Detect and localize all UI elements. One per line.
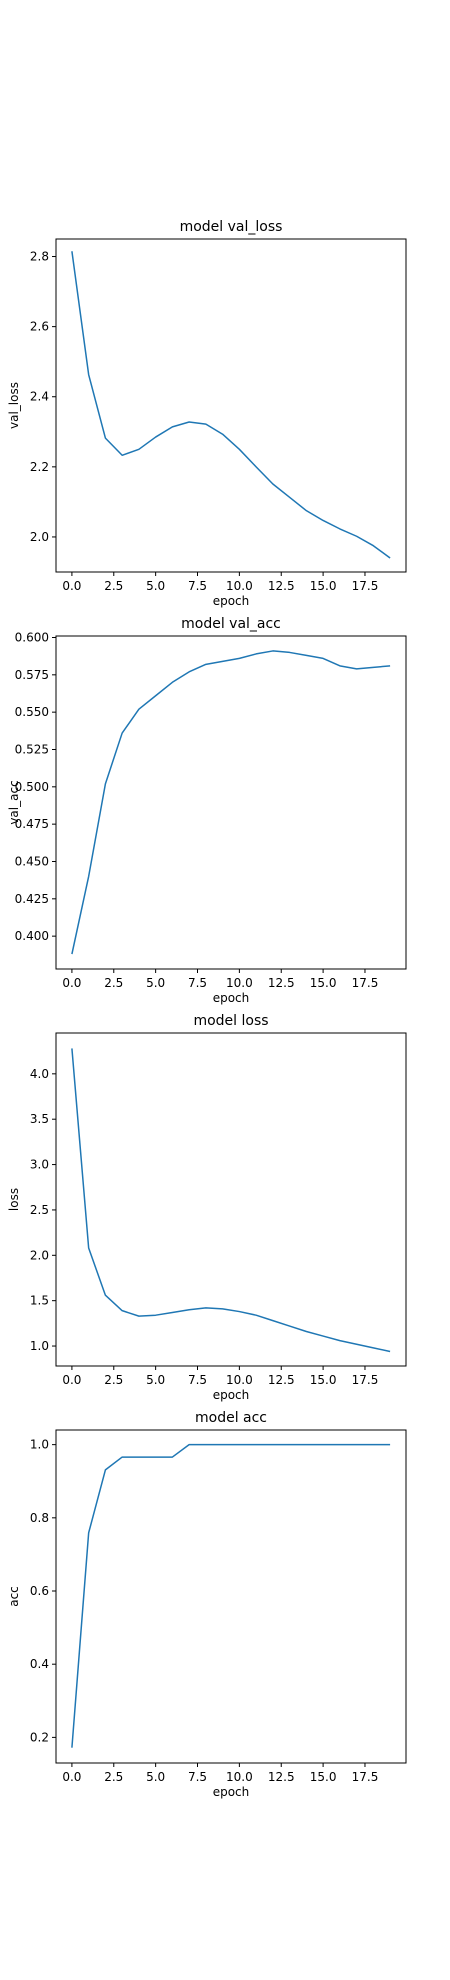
y-tick-label: 0.8	[30, 1511, 49, 1525]
y-tick-label: 0.4	[30, 1657, 49, 1671]
y-tick-label: 2.0	[30, 530, 49, 544]
y-tick-label: 1.0	[30, 1438, 49, 1452]
y-tick-label: 0.400	[15, 929, 49, 943]
y-tick-label: 1.0	[30, 1339, 49, 1353]
y-tick-label: 3.5	[30, 1112, 49, 1126]
x-tick-label: 5.0	[146, 579, 165, 593]
x-tick-label: 17.5	[352, 579, 379, 593]
x-tick-label: 10.0	[226, 976, 253, 990]
chart-4: model acc 0.0 2.5 5.0 7.5 10.0 12.5 15.0 17.5 0.2…	[7, 1410, 407, 1799]
x-tick-label: 0.0	[62, 1373, 81, 1387]
x-tick-label: 5.0	[146, 1373, 165, 1387]
x-tick-label: 17.5	[352, 1373, 379, 1387]
x-axis-label: epoch	[213, 1785, 250, 1799]
y-tick-label: 2.8	[30, 250, 49, 264]
y-tick-label: 0.575	[15, 668, 49, 682]
x-tick-label: 10.0	[226, 1373, 253, 1387]
x-tick-label: 12.5	[268, 976, 295, 990]
y-axis-label: val_loss	[7, 382, 21, 429]
x-tick-label: 2.5	[104, 976, 123, 990]
x-tick-label: 7.5	[188, 579, 207, 593]
y-tick-label: 0.6	[30, 1584, 49, 1598]
plot-frame	[55, 238, 407, 573]
y-tick-label: 2.5	[30, 1203, 49, 1217]
chart-2: model val_acc 0.0 2.5 5.0 7.5 10.0 12.5 15.0 17.…	[7, 616, 407, 1005]
y-tick-label: 4.0	[30, 1067, 49, 1081]
chart-1: model val_loss 0.0 2.5 5.0 7.5 10.0 12.5 15.0 17…	[7, 219, 407, 608]
y-tick-label: 0.550	[15, 705, 49, 719]
series-line	[71, 1443, 391, 1748]
y-tick-label: 2.4	[30, 390, 49, 404]
x-tick-label: 17.5	[352, 1770, 379, 1784]
x-tick-label: 0.0	[62, 1770, 81, 1784]
x-tick-label: 7.5	[188, 976, 207, 990]
x-tick-label: 15.0	[310, 976, 337, 990]
y-axis-label: loss	[7, 1188, 21, 1211]
y-tick-label: 0.425	[15, 892, 49, 906]
x-tick-label: 15.0	[310, 1373, 337, 1387]
y-tick-label: 2.2	[30, 460, 49, 474]
x-tick-label: 12.5	[268, 1770, 295, 1784]
x-tick-label: 10.0	[226, 1770, 253, 1784]
plot-frame	[55, 1032, 407, 1367]
y-tick-label: 0.525	[15, 742, 49, 756]
x-tick-label: 7.5	[188, 1373, 207, 1387]
y-tick-label: 0.600	[15, 630, 49, 644]
series-line	[71, 1048, 391, 1353]
chart-3: model loss 0.0 2.5 5.0 7.5 10.0 12.5 15.0 17.5 1.…	[7, 1013, 407, 1402]
y-tick-label: 3.0	[30, 1158, 49, 1172]
chart-title: model val_acc	[181, 616, 281, 632]
chart-title: model loss	[193, 1013, 268, 1029]
y-axis-label: acc	[7, 1586, 21, 1607]
x-tick-label: 17.5	[352, 976, 379, 990]
series-line	[71, 650, 391, 955]
plot-frame	[55, 635, 407, 970]
x-tick-label: 10.0	[226, 579, 253, 593]
chart-title: model val_loss	[180, 219, 283, 235]
x-tick-label: 7.5	[188, 1770, 207, 1784]
x-tick-label: 5.0	[146, 976, 165, 990]
x-tick-label: 2.5	[104, 1373, 123, 1387]
y-axis-label: val_acc	[7, 780, 21, 824]
y-tick-label: 0.475	[15, 817, 49, 831]
x-axis-label: epoch	[213, 991, 250, 1005]
x-tick-label: 2.5	[104, 579, 123, 593]
x-tick-label: 15.0	[310, 1770, 337, 1784]
y-tick-label: 0.450	[15, 854, 49, 868]
x-tick-label: 0.0	[62, 976, 81, 990]
x-tick-label: 12.5	[268, 1373, 295, 1387]
y-tick-label: 0.500	[15, 780, 49, 794]
x-axis-label: epoch	[213, 1388, 250, 1402]
plot-frame	[55, 1429, 407, 1764]
y-tick-label: 2.0	[30, 1248, 49, 1262]
x-tick-label: 12.5	[268, 579, 295, 593]
x-tick-label: 15.0	[310, 579, 337, 593]
y-tick-label: 2.6	[30, 320, 49, 334]
y-tick-label: 1.5	[30, 1294, 49, 1308]
x-tick-label: 2.5	[104, 1770, 123, 1784]
x-axis-label: epoch	[213, 594, 250, 608]
y-tick-label: 0.2	[30, 1730, 49, 1744]
series-line	[71, 251, 391, 559]
x-tick-label: 0.0	[62, 579, 81, 593]
chart-title: model acc	[195, 1410, 267, 1426]
x-tick-label: 5.0	[146, 1770, 165, 1784]
